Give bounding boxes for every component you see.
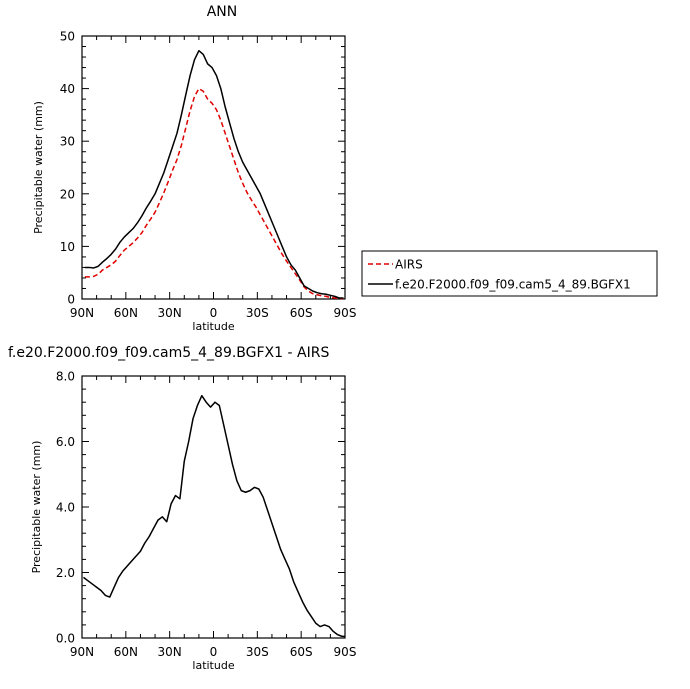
top-x-tick-label: 60S <box>290 306 313 320</box>
top-chart-panel: 90N 60N 30N 0 30S 60S 90S 0 10 20 30 40 50 latitude Pr… <box>32 30 658 333</box>
bottom-y-tick-label: 8.0 <box>56 370 75 384</box>
top-plot-frame <box>81 35 346 300</box>
top-y-tick-label: 30 <box>60 135 75 149</box>
top-chart-title: ANN <box>206 4 238 20</box>
bottom-x-tick-label: 90N <box>70 645 94 659</box>
bottom-plot-frame <box>81 375 346 639</box>
bottom-chart-panel: 90N 60N 30N 0 30S 60S 90S 0.0 2.0 4.0 6.0 8.0 latitu… <box>30 370 356 673</box>
bottom-x-tick-label: 60N <box>114 645 138 659</box>
top-y-tick-label: 10 <box>60 240 75 254</box>
top-y-tick-label: 0 <box>67 293 75 307</box>
top-x-tick-label: 90N <box>70 306 94 320</box>
bottom-x-tick-label: 90S <box>334 645 357 659</box>
top-x-tick-label: 30N <box>158 306 182 320</box>
top-series-line-0 <box>84 87 344 300</box>
top-y-tick-label: 20 <box>60 187 75 201</box>
bottom-x-tick-label: 30S <box>246 645 269 659</box>
bottom-x-tick-label: 30N <box>158 645 182 659</box>
bottom-series-line-0 <box>83 394 345 638</box>
bottom-x-tick-label: 60S <box>290 645 313 659</box>
top-y-tick-label: 50 <box>60 30 75 44</box>
top-x-tick-label: 60N <box>114 306 138 320</box>
bottom-y-tick-label: 4.0 <box>56 501 75 515</box>
top-x-tick-label: 0 <box>210 306 218 320</box>
bottom-chart-title: f.e20.F2000.f09_f09.cam5_4_89.BGFX1 - AI… <box>8 345 330 361</box>
bottom-y-tick-label: 0.0 <box>56 632 75 646</box>
bottom-x-tick-label: 0 <box>210 645 218 659</box>
bottom-y-axis-label: Precipitable water (mm) <box>30 441 43 574</box>
top-x-axis-label: latitude <box>192 320 234 333</box>
top-x-tick-label: 30S <box>246 306 269 320</box>
bottom-x-axis-label: latitude <box>192 659 234 672</box>
top-y-axis-label: Precipitable water (mm) <box>32 101 45 234</box>
top-y-tick-label: 40 <box>60 82 75 96</box>
legend-box <box>361 250 658 297</box>
top-x-tick-label: 90S <box>334 306 357 320</box>
top-series-line-1 <box>84 49 344 299</box>
bottom-y-tick-label: 2.0 <box>56 566 75 580</box>
legend-label-1: f.e20.F2000.f09_f09.cam5_4_89.BGFX1 <box>395 278 631 292</box>
bottom-y-tick-label: 6.0 <box>56 435 75 449</box>
legend-label-0: AIRS <box>395 258 423 272</box>
